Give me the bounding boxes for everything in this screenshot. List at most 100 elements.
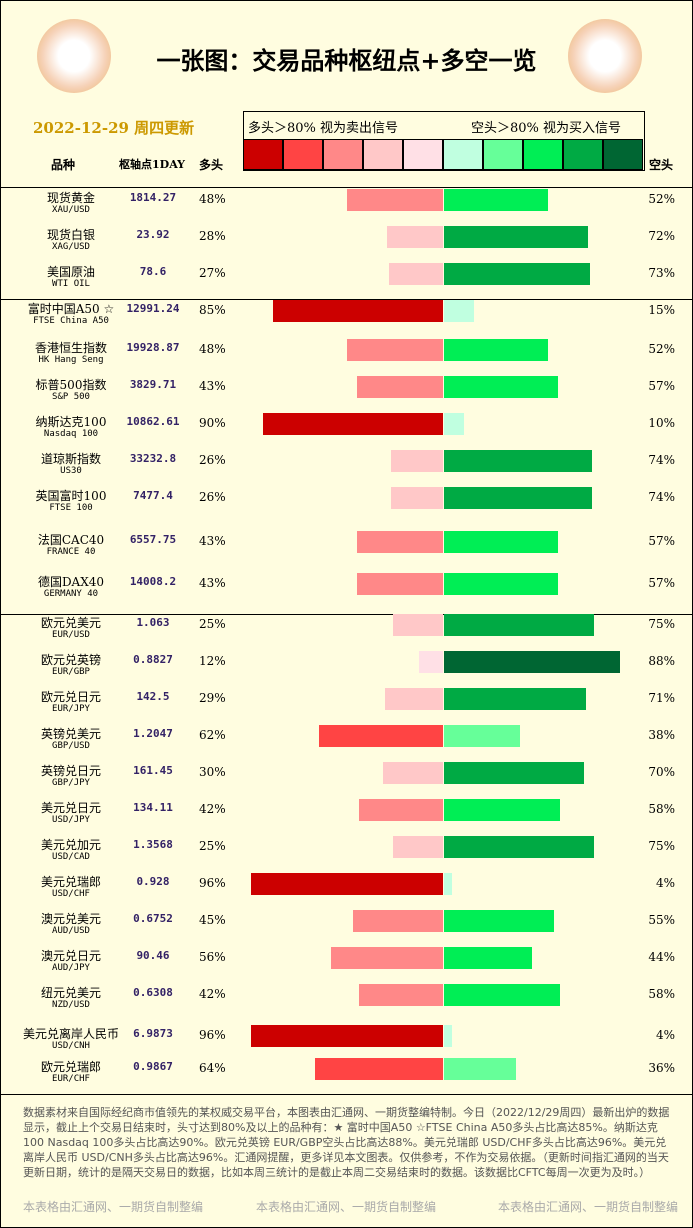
row-name: 英镑兑日元 — [40, 764, 101, 778]
long-pct: 48% — [199, 192, 226, 206]
long-bar — [315, 1058, 443, 1080]
long-bar — [357, 376, 443, 398]
pivot: 19928.87 — [126, 341, 180, 354]
row-code: USD/CHF — [52, 889, 90, 899]
long-pct: 25% — [199, 617, 226, 631]
row-name: 美元兑瑞郎 — [40, 875, 101, 889]
row-code: XAG/USD — [52, 242, 90, 252]
short-pct: 15% — [648, 303, 675, 317]
short-bar — [444, 300, 474, 322]
short-pct: 74% — [648, 453, 675, 467]
pivot: 161.45 — [133, 764, 173, 777]
short-bar — [444, 263, 590, 285]
pivot: 7477.4 — [133, 489, 173, 502]
short-bar — [444, 450, 592, 472]
scale-swatch — [243, 139, 283, 170]
long-bar — [353, 910, 443, 932]
row-code: HK Hang Seng — [38, 355, 104, 365]
long-pct: 26% — [199, 490, 226, 504]
long-pct: 25% — [199, 839, 226, 853]
pivot: 134.11 — [133, 801, 173, 814]
long-bar — [359, 799, 443, 821]
row-code: EUR/GBP — [52, 667, 90, 677]
row-code: FTSE China A50 — [33, 316, 109, 326]
long-bar — [251, 1025, 443, 1047]
pivot: 14008.2 — [129, 575, 177, 588]
row-name: 欧元兑日元 — [40, 690, 101, 704]
scale-swatch — [363, 139, 403, 170]
short-bar — [444, 1025, 452, 1047]
scale-swatch — [283, 139, 323, 170]
short-bar — [444, 376, 558, 398]
row-name: 德国DAX40 — [37, 575, 105, 589]
short-bar — [444, 725, 520, 747]
long-pct: 42% — [199, 802, 226, 816]
short-pct: 58% — [648, 987, 675, 1001]
legend-short: 空头＞80% 视为买入信号 — [471, 121, 622, 136]
row-code: US30 — [60, 466, 82, 476]
long-bar — [347, 189, 443, 211]
pivot: 1.063 — [136, 616, 170, 629]
long-bar — [391, 487, 443, 509]
scale-swatch — [603, 139, 643, 170]
short-pct: 57% — [648, 379, 675, 393]
long-pct: 90% — [199, 416, 226, 430]
row-name: 富时中国A50 ☆ — [27, 302, 115, 316]
row-name: 美国原油 — [46, 265, 95, 279]
short-bar — [444, 614, 594, 636]
row-name: 现货白银 — [46, 228, 95, 242]
row-name: 美元兑日元 — [40, 801, 101, 815]
row-code: USD/JPY — [52, 815, 90, 825]
scale-swatch — [483, 139, 523, 170]
long-bar — [383, 762, 443, 784]
short-pct: 36% — [648, 1061, 675, 1075]
short-bar — [444, 1058, 516, 1080]
col-header: 枢轴点1DAY — [119, 158, 186, 171]
short-pct: 10% — [648, 416, 675, 430]
long-bar — [331, 947, 443, 969]
long-bar — [273, 300, 443, 322]
short-pct: 75% — [648, 839, 675, 853]
pivot: 12991.24 — [126, 302, 180, 315]
short-pct: 4% — [655, 1028, 675, 1042]
long-bar — [357, 573, 443, 595]
short-pct: 52% — [648, 342, 675, 356]
short-bar — [444, 651, 620, 673]
long-pct: 56% — [199, 950, 226, 964]
long-bar — [393, 614, 443, 636]
scale-swatch — [563, 139, 603, 170]
long-pct: 43% — [199, 379, 226, 393]
row-name: 道琼斯指数 — [40, 452, 101, 466]
long-bar — [359, 984, 443, 1006]
short-pct: 55% — [648, 913, 675, 927]
long-bar — [251, 873, 443, 895]
long-pct: 43% — [199, 534, 226, 548]
short-bar — [444, 836, 594, 858]
short-bar — [444, 487, 592, 509]
row-code: GERMANY 40 — [43, 589, 99, 599]
row-code: S&P 500 — [52, 392, 90, 402]
row-code: WTI OIL — [52, 279, 90, 289]
pivot: 3829.71 — [129, 378, 177, 391]
logo — [37, 19, 111, 93]
pivot: 0.8827 — [133, 653, 173, 666]
row-code: USD/CNH — [52, 1041, 90, 1051]
long-pct: 48% — [199, 342, 226, 356]
pivot: 33232.8 — [129, 452, 177, 465]
divider — [1, 614, 692, 615]
short-bar — [444, 947, 532, 969]
short-bar — [444, 799, 560, 821]
row-name: 美元兑加元 — [40, 838, 101, 852]
row-name: 英国富时100 — [35, 489, 107, 503]
watermark: 本表格由汇通网、一期货自制整编 — [256, 1200, 437, 1214]
short-pct: 72% — [648, 229, 675, 243]
long-pct: 29% — [199, 691, 226, 705]
pivot: 0.928 — [136, 875, 170, 888]
long-pct: 96% — [199, 876, 226, 890]
short-pct: 44% — [648, 950, 675, 964]
long-bar — [263, 413, 443, 435]
col-header: 品种 — [51, 158, 76, 172]
short-bar — [444, 910, 554, 932]
short-bar — [444, 339, 548, 361]
pivot: 90.46 — [136, 949, 170, 962]
